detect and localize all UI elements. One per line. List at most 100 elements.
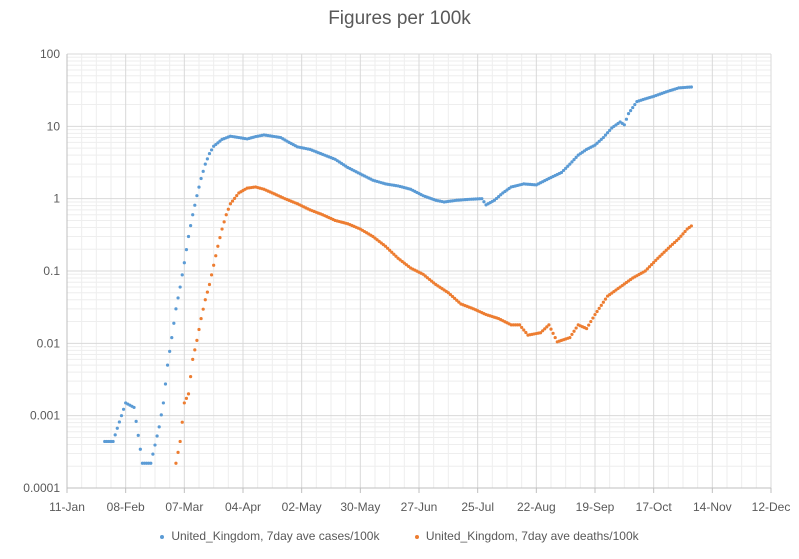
data-point-series-0 [115,426,119,430]
x-tick-label: 12-Dec [752,500,791,514]
data-point-series-1 [199,316,203,321]
data-point-series-1 [224,213,228,217]
data-point-series-0 [572,158,576,162]
data-point-series-1 [385,246,390,250]
x-tick-label: 22-Aug [517,500,556,514]
data-point-series-1 [222,220,226,224]
data-point-series-0 [180,273,184,277]
data-point-series-0 [161,401,165,405]
data-point-series-0 [153,443,157,447]
data-point-series-1 [195,338,199,342]
data-point-series-0 [559,170,564,175]
data-point-series-0 [191,213,195,217]
data-point-series-1 [226,207,230,211]
data-point-series-1 [574,326,578,330]
data-point-series-1 [394,254,398,258]
data-point-series-0 [597,139,601,143]
data-point-series-1 [645,267,649,271]
data-point-series-0 [570,160,574,164]
legend-label-cases: United_Kingdom, 7day ave cases/100k [171,529,380,543]
y-tick-label: 1 [53,192,60,206]
x-tick-label: 02-May [282,500,322,514]
data-point-series-1 [216,244,220,248]
data-point-series-1 [218,236,222,240]
data-point-series-1 [601,300,605,304]
x-tick-label: 04-Apr [225,500,261,514]
data-point-series-1 [205,290,209,294]
data-point-series-1 [220,227,224,231]
data-point-series-1 [230,199,235,203]
data-point-series-0 [174,307,178,311]
x-tick-label: 14-Nov [693,500,732,514]
data-point-series-0 [184,248,189,252]
data-point-series-1 [233,196,237,200]
data-point-series-1 [649,263,654,267]
x-tick-label: 08-Feb [107,500,145,514]
data-point-series-0 [170,336,174,340]
data-point-series-0 [186,234,191,239]
data-point-series-1 [178,439,182,444]
y-tick-label: 0.0001 [23,481,60,495]
data-point-series-0 [113,433,117,437]
data-point-series-0 [605,131,610,135]
data-point-series-1 [203,298,207,302]
data-point-series-1 [675,238,679,243]
data-point-series-1 [670,242,675,246]
legend-label-deaths: United_Kingdom, 7day ave deaths/100k [425,529,639,543]
data-point-series-0 [599,137,603,142]
legend-marker-cases [160,534,165,539]
data-point-series-0 [568,162,572,166]
data-point-series-1 [593,312,597,317]
data-point-series-0 [207,151,212,156]
data-point-series-1 [656,256,660,260]
data-point-series-0 [574,155,578,159]
data-point-series-1 [520,325,524,330]
y-tick-label: 0.1 [43,264,60,278]
data-point-series-0 [176,296,180,300]
y-tick-label: 10 [47,119,61,133]
data-point-series-1 [191,357,195,361]
data-point-series-1 [662,250,666,254]
data-point-series-0 [205,157,209,161]
data-point-series-0 [624,117,629,121]
data-point-series-1 [568,336,572,340]
data-point-series-0 [633,102,637,107]
data-point-series-1 [543,327,547,331]
data-point-series-1 [446,291,450,295]
data-point-series-0 [201,169,205,173]
data-point-series-0 [603,133,608,137]
x-tick-label: 30-May [340,500,380,514]
data-point-series-1 [209,273,214,277]
data-point-series-1 [214,254,218,258]
data-point-series-1 [193,348,197,352]
data-point-series-1 [664,248,668,252]
data-point-series-0 [157,425,161,429]
data-point-series-0 [159,413,163,417]
data-point-series-1 [448,293,453,297]
data-point-series-1 [587,323,591,327]
data-point-series-0 [138,447,142,451]
data-point-series-0 [561,168,566,173]
data-point-series-1 [585,326,589,331]
data-point-series-0 [629,108,633,113]
data-point-series-0 [172,321,176,325]
data-point-series-1 [599,303,603,307]
data-point-series-1 [197,327,201,332]
data-point-series-1 [388,248,392,252]
data-point-series-0 [193,203,197,207]
data-point-series-1 [679,234,683,238]
data-point-series-0 [601,135,605,140]
data-point-series-1 [603,297,608,301]
data-point-series-0 [482,200,486,204]
legend: United_Kingdom, 7day ave cases/100k Unit… [0,529,799,543]
data-point-series-1 [553,335,557,340]
data-point-series-1 [453,296,457,300]
data-point-series-1 [666,246,670,250]
x-tick-label: 25-Jul [461,500,494,514]
x-tick-label: 17-Oct [636,500,673,514]
data-point-series-0 [626,111,631,116]
data-point-series-1 [547,323,551,327]
data-point-series-1 [652,260,656,265]
data-point-series-1 [551,331,555,335]
data-point-series-1 [668,244,673,248]
